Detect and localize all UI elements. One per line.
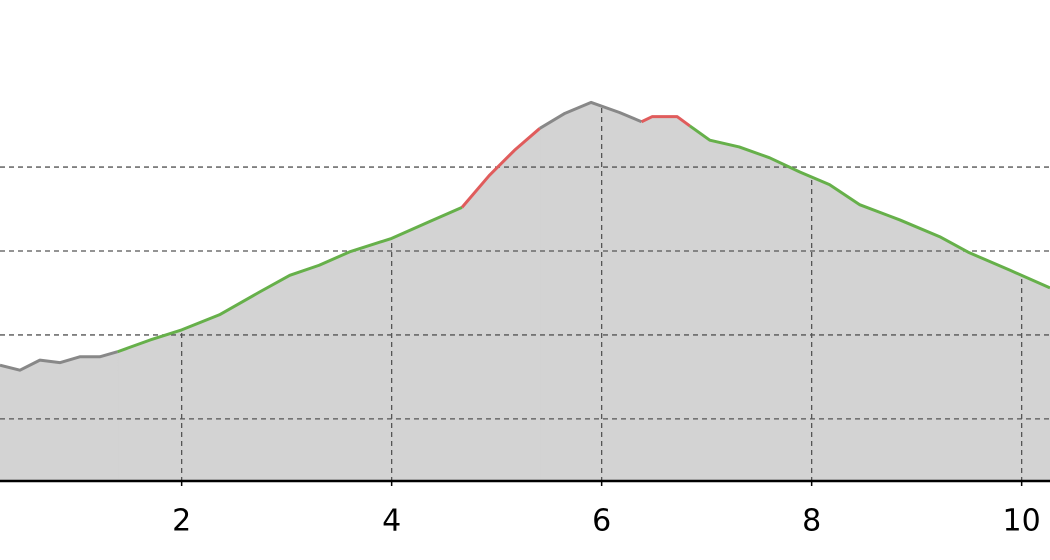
elevation-line — [117, 205, 463, 354]
area — [641, 116, 691, 482]
lines — [0, 100, 1050, 372]
grid — [0, 102, 1050, 481]
area — [689, 124, 1050, 482]
areas — [0, 101, 1050, 482]
elevation-line — [538, 100, 643, 130]
x-tick-label: 4 — [382, 504, 401, 539]
area — [117, 206, 463, 482]
elevation-line — [688, 124, 1050, 290]
x-tick-label: 6 — [592, 504, 611, 539]
vertical-grid — [180, 102, 1023, 481]
area — [539, 101, 643, 482]
elevation-line — [640, 115, 691, 128]
area — [461, 127, 541, 482]
elevation-line — [0, 350, 119, 372]
elevation-line — [460, 127, 541, 209]
x-tick-label: 8 — [802, 504, 821, 539]
x-tick-label: 2 — [172, 504, 191, 539]
axis: 2 4 6 8 10 — [0, 479, 1050, 539]
x-tick-label: 10 — [1003, 504, 1041, 539]
